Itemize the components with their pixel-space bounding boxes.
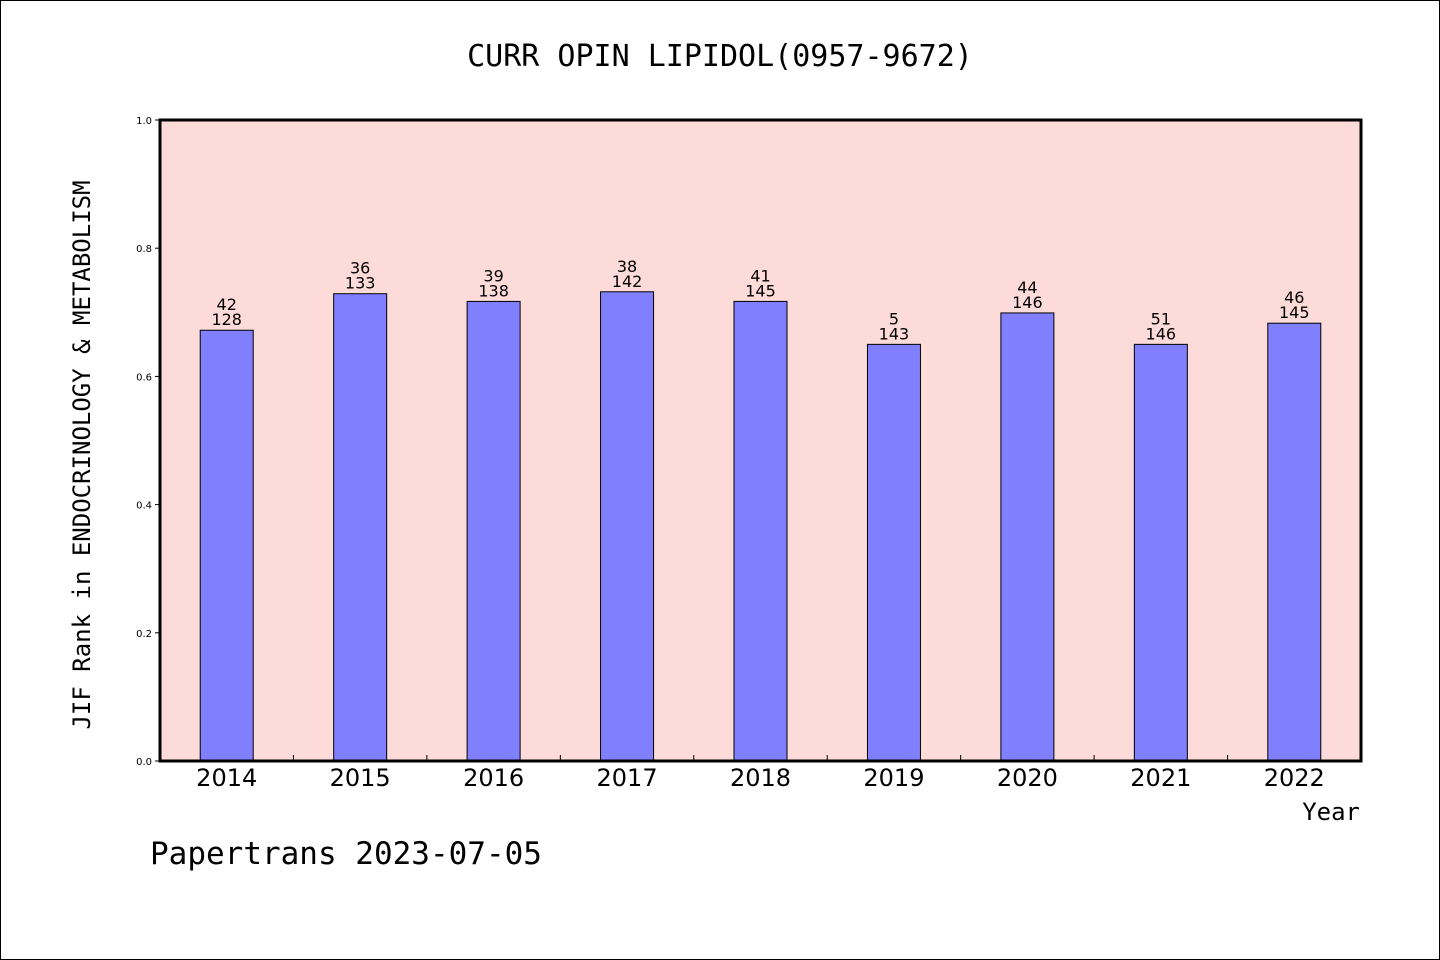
- x-tick-label: 2018: [730, 764, 791, 792]
- bar-rank-label: 5: [889, 309, 899, 328]
- y-tick-label: 0.0: [136, 757, 152, 768]
- bar-total-label: 145: [745, 281, 776, 300]
- bar-2017: [600, 291, 655, 762]
- plot-border: [158, 118, 1363, 763]
- bar-rank-label: 46: [1284, 288, 1304, 307]
- bar-rank-label: 42: [217, 295, 237, 314]
- x-tick-label: 2022: [1264, 764, 1325, 792]
- bar-2018: [733, 300, 788, 762]
- bar-2020: [1000, 312, 1055, 762]
- bar-total-label: 138: [478, 281, 509, 300]
- bar-total-label: 142: [612, 272, 643, 291]
- bar-rank-label: 51: [1151, 309, 1171, 328]
- y-tick-label: 0.4: [136, 501, 152, 512]
- bar-rank-label: 38: [617, 257, 637, 276]
- y-tick-label: 0.6: [136, 372, 152, 383]
- x-axis: 2014 2015 2016 2017 2018 2019 2020 2021 2022: [196, 755, 1325, 792]
- bar-2019: [866, 343, 921, 762]
- bar-total-label: 143: [879, 324, 910, 343]
- y-axis: 0.0 0.2 0.4 0.6 0.8 1.0: [136, 116, 160, 768]
- x-tick-label: 2017: [597, 764, 658, 792]
- bar-total-label: 128: [211, 310, 242, 329]
- bar-rank-label: 39: [483, 266, 503, 285]
- bar-total-label: 145: [1279, 303, 1310, 322]
- x-tick-label: 2019: [863, 764, 924, 792]
- x-tick-label: 2020: [997, 764, 1058, 792]
- x-tick-label: 2015: [330, 764, 391, 792]
- bar-2014: [199, 329, 254, 762]
- bar-rank-label: 36: [350, 259, 370, 278]
- source-footer: Papertrans 2023-07-05: [150, 836, 542, 872]
- bar-total-label: 146: [1146, 324, 1177, 343]
- bar-total-label: 133: [345, 274, 376, 293]
- x-tick-label: 2016: [463, 764, 524, 792]
- bar-rank-label: 44: [1017, 278, 1037, 297]
- bar-rank-label: 41: [750, 266, 770, 285]
- y-axis-label: JIF Rank in ENDOCRINOLOGY & METABOLISM: [68, 180, 96, 729]
- y-tick-label: 1.0: [136, 116, 152, 127]
- y-tick-label: 0.8: [136, 244, 152, 255]
- bar-2022: [1267, 322, 1322, 762]
- bar-total-label: 146: [1012, 293, 1043, 312]
- bar-2015: [333, 293, 388, 762]
- x-tick-label: 2021: [1130, 764, 1191, 792]
- bar-2021: [1133, 343, 1188, 762]
- x-tick-label: 2014: [196, 764, 257, 792]
- chart-title: CURR OPIN LIPIDOL(0957-9672): [467, 39, 973, 74]
- y-tick-label: 0.2: [136, 629, 152, 640]
- bar-2016: [466, 300, 521, 762]
- x-axis-label: Year: [1302, 798, 1360, 826]
